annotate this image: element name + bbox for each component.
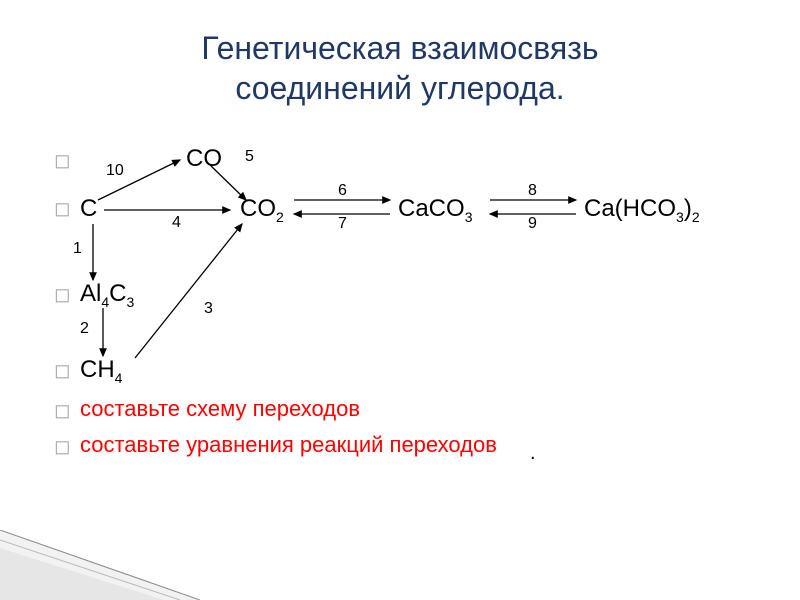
node-CH4-pre: CH [80,356,115,383]
node-Al4C3-sub2: 3 [126,294,134,310]
trailing-dot: . [530,442,536,465]
node-CaHCO3-sub2: 2 [692,209,700,225]
node-Al4C3: Al4C3 [80,280,134,310]
node-Al4C3-mid: C [109,280,126,307]
corner-decoration [0,530,200,600]
node-CH4: CH4 [80,356,122,386]
node-CaHCO3-mid: ) [684,195,692,222]
node-CaCO3: CaCO3 [398,195,472,225]
node-CO: CO [186,145,222,173]
node-CaHCO3_2: Ca(HCO3)2 [584,195,700,225]
label-6: 6 [338,182,347,200]
label-7: 7 [338,215,347,233]
node-CaCO3-sub: 3 [465,209,473,225]
instruction-2: составьте уравнения реакций переходов [80,432,497,458]
node-CO2: CO2 [240,195,284,225]
arrow-3 [135,224,242,358]
slide-title: Генетическая взаимосвязь соединений угле… [0,28,800,108]
label-2: 2 [80,320,89,338]
node-CO2-pre: CO [240,195,276,222]
node-CaCO3-pre: CaCO [398,195,465,222]
node-CaHCO3-pre: Ca(HCO [584,195,676,222]
label-4: 4 [172,214,181,232]
title-line-2: соединений углерода. [235,70,564,106]
bullet-row-co: ◻ [54,148,68,173]
node-Al4C3-pre: Al [80,280,101,307]
node-CaHCO3-sub1: 3 [676,209,684,225]
node-Al4C3-sub1: 4 [101,294,109,310]
label-1: 1 [73,240,82,258]
bullet-row-c: ◻ [54,196,68,221]
node-CH4-sub: 4 [115,370,123,386]
node-CO2-sub: 2 [276,209,284,225]
label-5: 5 [245,148,254,166]
bullet-row-ch4: ◻ [54,358,68,383]
bullet-row-al: ◻ [54,282,68,307]
label-10: 10 [106,162,124,180]
bullet-row-i2: ◻ [54,434,68,459]
label-3: 3 [204,300,213,318]
title-line-1: Генетическая взаимосвязь [201,30,598,66]
instruction-1: составьте схему переходов [80,396,360,422]
label-8: 8 [528,182,537,200]
bullet-row-i1: ◻ [54,398,68,423]
node-C: C [80,195,97,223]
label-9: 9 [528,215,537,233]
